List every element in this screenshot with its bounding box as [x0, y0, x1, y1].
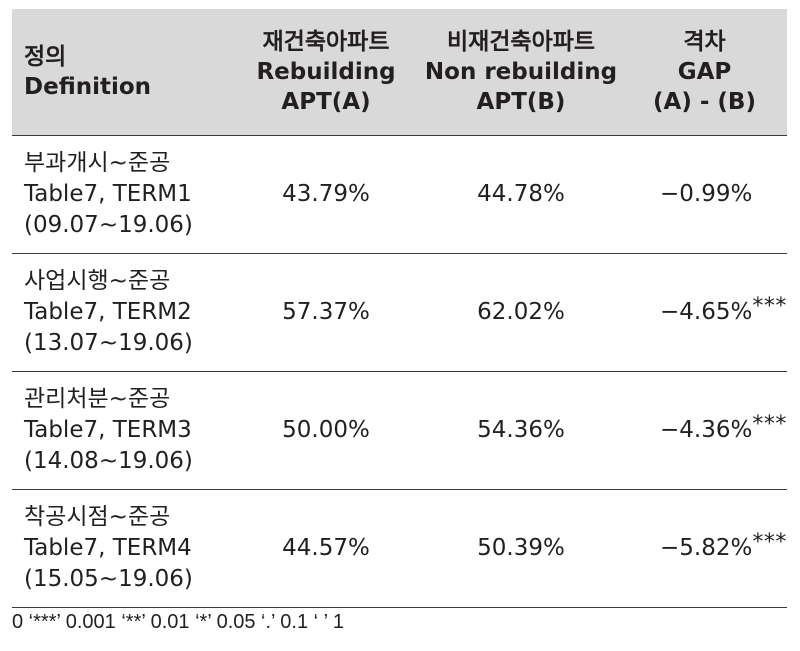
header-row: 정의 Definition 재건축아파트 Rebuilding APT(A) 비… — [12, 9, 787, 135]
row-gap: −4.36%*** — [622, 371, 787, 489]
row-definition-period: (13.07~19.06) — [24, 329, 193, 356]
row-value-b: 50.39% — [477, 534, 565, 561]
row-gap-stars: *** — [752, 293, 787, 319]
row-definition-period: (15.05~19.06) — [24, 565, 193, 592]
row-definition-ko: 착공시점~준공 — [24, 503, 171, 530]
row-definition-term: Table7, TERM2 — [24, 298, 192, 325]
header-gap: 격차 GAP (A) - (B) — [622, 9, 787, 135]
header-non-rebuilding-en: Non rebuilding — [424, 58, 618, 85]
header-rebuilding: 재건축아파트 Rebuilding APT(A) — [232, 9, 420, 135]
row-definition: 착공시점~준공 Table7, TERM4 (15.05~19.06) — [12, 489, 232, 607]
significance-footnote: 0 ‘***’ 0.001 ‘**’ 0.01 ‘*’ 0.05 ‘.’ 0.1… — [12, 611, 345, 633]
row-value-a: 43.79% — [282, 180, 370, 207]
row-definition-term: Table7, TERM4 — [24, 534, 192, 561]
header-rebuilding-en: Rebuilding — [256, 58, 396, 85]
row-definition-period: (14.08~19.06) — [24, 447, 193, 474]
header-definition-en: Definition — [24, 73, 152, 100]
row-gap-stars: *** — [752, 411, 787, 437]
row-value-a: 44.57% — [282, 534, 370, 561]
row-gap-value: −4.36% — [660, 416, 753, 443]
row-definition-term: Table7, TERM1 — [24, 180, 192, 207]
header-non-rebuilding: 비재건축아파트 Non rebuilding APT(B) — [420, 9, 622, 135]
header-gap-en: GAP — [677, 58, 732, 85]
row-value-b: 54.36% — [477, 416, 565, 443]
row-definition: 사업시행~준공 Table7, TERM2 (13.07~19.06) — [12, 253, 232, 371]
row-gap-value: −0.99% — [660, 180, 753, 207]
row-value-b: 62.02% — [477, 298, 565, 325]
table-row: 사업시행~준공 Table7, TERM2 (13.07~19.06) 57.3… — [12, 253, 787, 371]
row-value-b: 44.78% — [477, 180, 565, 207]
row-gap: −5.82%*** — [622, 489, 787, 607]
header-rebuilding-ko: 재건축아파트 — [262, 28, 390, 55]
results-table: 정의 Definition 재건축아파트 Rebuilding APT(A) 비… — [12, 9, 787, 608]
row-gap: −0.99% — [622, 135, 787, 253]
row-definition: 관리처분~준공 Table7, TERM3 (14.08~19.06) — [12, 371, 232, 489]
row-definition-ko: 관리처분~준공 — [24, 385, 171, 412]
header-gap-ko: 격차 — [683, 28, 726, 55]
row-definition-term: Table7, TERM3 — [24, 416, 192, 443]
row-gap: −4.65%*** — [622, 253, 787, 371]
table-row: 부과개시~준공 Table7, TERM1 (09.07~19.06) 43.7… — [12, 135, 787, 253]
header-gap-formula: (A) - (B) — [653, 88, 756, 115]
row-gap-value: −5.82% — [660, 534, 753, 561]
header-definition: 정의 Definition — [12, 9, 232, 135]
row-gap-stars: *** — [752, 529, 787, 555]
header-non-rebuilding-ko: 비재건축아파트 — [446, 28, 596, 55]
header-non-rebuilding-code: APT(B) — [476, 88, 566, 115]
row-definition-ko: 사업시행~준공 — [24, 267, 171, 294]
table-row: 착공시점~준공 Table7, TERM4 (15.05~19.06) 44.5… — [12, 489, 787, 607]
row-value-a: 50.00% — [282, 416, 370, 443]
row-definition-period: (09.07~19.06) — [24, 211, 193, 238]
header-rebuilding-code: APT(A) — [281, 88, 371, 115]
row-value-a: 57.37% — [282, 298, 370, 325]
table-row: 관리처분~준공 Table7, TERM3 (14.08~19.06) 50.0… — [12, 371, 787, 489]
row-definition: 부과개시~준공 Table7, TERM1 (09.07~19.06) — [12, 135, 232, 253]
row-definition-ko: 부과개시~준공 — [24, 149, 171, 176]
row-gap-value: −4.65% — [660, 298, 753, 325]
header-definition-ko: 정의 — [24, 43, 67, 70]
